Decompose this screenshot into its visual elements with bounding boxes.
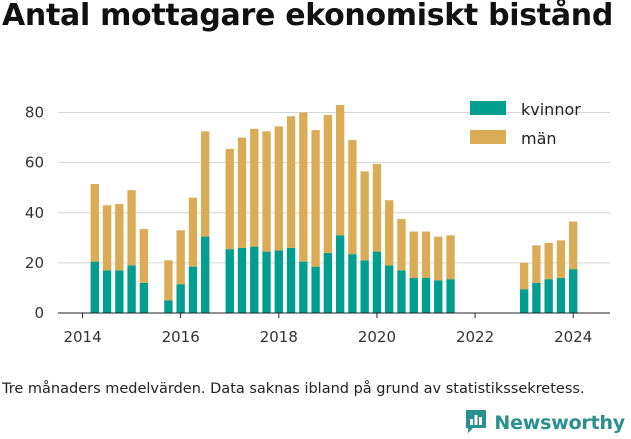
bar-kvinnor [102, 270, 112, 313]
bar-kvinnor [164, 300, 173, 313]
bar-man [348, 140, 357, 255]
bar-kvinnor [115, 270, 124, 313]
bar-man [164, 260, 173, 301]
bar-kvinnor [311, 266, 320, 313]
bar-kvinnor [348, 254, 357, 313]
bar-man [446, 235, 455, 280]
x-tick-label: 2018 [260, 328, 298, 346]
bar-man [176, 230, 185, 285]
bar-kvinnor [90, 261, 99, 313]
bar-man [372, 163, 382, 252]
bar-man [335, 105, 345, 236]
y-tick-label: 0 [34, 304, 44, 322]
footnote: Tre månaders medelvärden. Data saknas ib… [2, 381, 585, 397]
x-tick-labels: 2014 2016 2018 2020 2022 2024 [63, 328, 592, 346]
y-tick-label: 80 [25, 104, 44, 122]
bar-man [299, 112, 308, 262]
x-tick-label: 2016 [162, 328, 200, 346]
bar-man [532, 245, 541, 283]
bars [90, 105, 578, 313]
newsworthy-brand[interactable]: Newsworthy [464, 408, 625, 438]
bar-man [102, 205, 112, 271]
bar-kvinnor [409, 277, 418, 313]
bar-man [360, 171, 369, 261]
x-tick-label: 2014 [63, 328, 101, 346]
bar-man [139, 229, 149, 283]
bar-kvinnor [434, 280, 443, 313]
bar-man [188, 197, 198, 267]
bar-kvinnor [176, 284, 185, 313]
bar-man [274, 126, 283, 251]
bar-kvinnor [385, 265, 394, 313]
bar-man [115, 203, 124, 271]
legend: kvinnor män [470, 100, 581, 148]
bar-kvinnor [286, 247, 296, 313]
bar-man [127, 190, 136, 266]
bar-kvinnor [397, 270, 406, 313]
bar-kvinnor [188, 266, 198, 313]
y-tick-label: 40 [25, 204, 44, 222]
bar-man [519, 262, 529, 290]
bar-kvinnor [544, 279, 553, 313]
bar-man [421, 231, 431, 278]
x-tick-label: 2024 [554, 328, 592, 346]
bar-man [556, 240, 566, 278]
bar-kvinnor [372, 251, 382, 313]
brand-name: Newsworthy [494, 412, 625, 434]
bar-man [201, 131, 210, 237]
gridlines [58, 112, 610, 264]
bar-man [311, 130, 320, 267]
bar-kvinnor [556, 277, 566, 313]
bar-man [397, 219, 406, 271]
x-tick-label: 2022 [456, 328, 494, 346]
bar-kvinnor [262, 251, 271, 313]
bar-kvinnor [201, 236, 210, 313]
bar-kvinnor [519, 289, 529, 313]
y-tick-label: 20 [25, 254, 44, 272]
bar-kvinnor [299, 261, 308, 313]
bar-man [286, 116, 296, 248]
bar-kvinnor [274, 250, 283, 313]
bar-man [434, 236, 443, 281]
bar-man [250, 128, 259, 247]
page-title: Antal mottagare ekonomiskt bistånd [2, 0, 614, 33]
legend-swatch-kvinnor [470, 101, 506, 115]
bar-man [225, 148, 234, 250]
bar-man [262, 131, 271, 252]
bar-kvinnor [250, 246, 259, 313]
y-tick-labels: 0 20 40 60 80 [25, 104, 44, 322]
bar-kvinnor [139, 282, 149, 313]
bar-chart-speech-bubble-icon [464, 408, 488, 438]
bar-kvinnor [225, 249, 234, 313]
bar-kvinnor [127, 265, 136, 313]
bar-kvinnor [421, 277, 431, 313]
bar-man [544, 242, 553, 280]
bar-man [569, 221, 578, 270]
x-tick-label: 2020 [358, 328, 396, 346]
bar-kvinnor [360, 260, 369, 313]
bar-kvinnor [532, 282, 541, 313]
legend-label-kvinnor: kvinnor [521, 100, 581, 119]
bar-kvinnor [335, 235, 345, 313]
legend-label-man: män [521, 129, 557, 148]
y-tick-label: 60 [25, 154, 44, 172]
bar-kvinnor [323, 252, 333, 313]
bar-man [409, 231, 418, 278]
bar-man [323, 115, 333, 253]
bar-kvinnor [446, 279, 455, 313]
legend-swatch-man [470, 130, 506, 144]
bar-kvinnor [237, 247, 247, 313]
bar-man [237, 137, 247, 248]
bar-man [385, 200, 394, 266]
bar-kvinnor [569, 269, 578, 313]
axes [58, 312, 610, 318]
bar-man [90, 183, 99, 262]
